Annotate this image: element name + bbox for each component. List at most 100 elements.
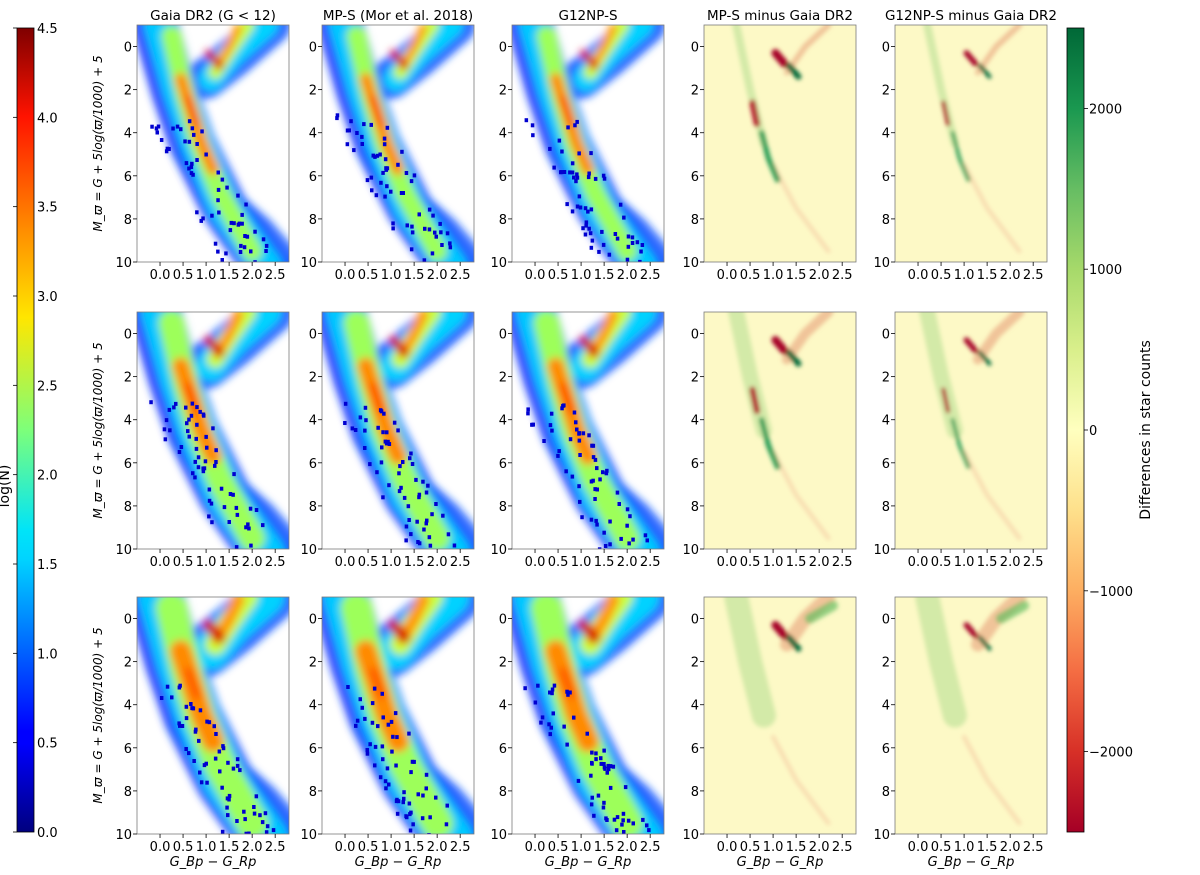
density-pixel xyxy=(231,766,236,771)
panel-r2-c2: 0 2 4 6 8 10 0.0 0.5 1.0 1.5 2.0 2.5 xyxy=(300,311,475,570)
panel-r2-c3: 0 2 4 6 8 10 0.0 0.5 1.0 1.5 2.0 2.5 xyxy=(490,311,665,570)
density-pixel xyxy=(583,206,588,211)
column-title: G12NP-S xyxy=(558,8,617,24)
x-tick-label: 2.0 xyxy=(617,268,638,283)
density-pixel xyxy=(231,492,235,497)
x-tick-label: 2.0 xyxy=(809,268,830,283)
density-pixel xyxy=(424,490,429,495)
density-pixel xyxy=(214,448,218,453)
density-pixel xyxy=(630,241,635,245)
density-pixel xyxy=(599,761,603,766)
y-tick-label: 4 xyxy=(499,414,507,429)
y-tick-label: 4 xyxy=(691,699,699,714)
x-axis-label: G_Bp − G_Rp xyxy=(545,855,632,870)
left-colorbar-ticks: 0.0 0.5 1.0 1.5 2.0 2.5 3.0 3.5 4.0 4.5 xyxy=(13,22,58,841)
y-tick-label: 6 xyxy=(882,457,890,472)
density-pixel xyxy=(584,223,588,228)
density-pixel xyxy=(409,810,413,815)
density-pixel xyxy=(219,486,224,491)
x-tick-label: 0.0 xyxy=(525,268,546,283)
density-pixel xyxy=(185,421,189,426)
density-pixel xyxy=(184,161,189,166)
density-pixel xyxy=(424,772,429,777)
density-band xyxy=(203,619,226,644)
density-pixel xyxy=(417,212,421,217)
density-pixel xyxy=(568,437,573,442)
density-band xyxy=(786,634,802,652)
density-pixel xyxy=(591,455,596,460)
density-pixel xyxy=(232,221,236,226)
density-pixel xyxy=(405,223,409,228)
panel-r3-c3: 0 2 4 6 8 10 0.0 0.5 1.0 1.5 2.0 2.5 G_Bp − G_Rp xyxy=(490,596,665,870)
density-pixel xyxy=(578,453,582,457)
density-pixel xyxy=(363,428,367,433)
density-pixel xyxy=(205,719,209,724)
density-pixel xyxy=(236,193,240,198)
y-tick-label: 2 xyxy=(691,84,699,99)
density-pixel xyxy=(409,532,413,537)
density-band xyxy=(771,621,789,640)
y-tick-label: 6 xyxy=(124,170,132,185)
density-pixel xyxy=(526,411,530,416)
density-pixel xyxy=(195,422,199,427)
x-tick-label: 2.0 xyxy=(1000,555,1021,570)
panel-r3-c5: 0 2 4 6 8 10 0.0 0.5 1.0 1.5 2.0 2.5 G_Bp − G_Rp xyxy=(873,596,1048,870)
density-band xyxy=(963,337,979,354)
difference-map xyxy=(724,597,838,826)
density-pixel xyxy=(640,243,645,247)
y-axis-label: M_ϖ = G + 5log(ϖ/1000) + 5 xyxy=(91,55,105,231)
density-band xyxy=(389,49,409,70)
y-tick-label: 8 xyxy=(309,213,317,228)
density-pixel xyxy=(381,495,385,500)
density-pixel xyxy=(575,427,579,432)
x-tick-label: 1.5 xyxy=(219,555,240,570)
density-pixel xyxy=(588,231,593,236)
density-pixel xyxy=(434,234,438,239)
density-pixel xyxy=(576,778,581,783)
density-pixel xyxy=(547,722,551,727)
y-tick-label: 6 xyxy=(499,457,507,472)
x-tick-label: 2.0 xyxy=(809,555,830,570)
y-tick-label: 4 xyxy=(124,414,132,429)
x-tick-label: 0.0 xyxy=(150,840,171,855)
y-tick-label: 8 xyxy=(124,785,132,800)
x-tick-label: 0.5 xyxy=(358,268,379,283)
density-pixel xyxy=(234,545,239,549)
difference-map xyxy=(732,25,832,254)
y-tick-label: 6 xyxy=(124,457,132,472)
density-pixel xyxy=(599,756,603,761)
density-band xyxy=(578,619,601,644)
density-pixel xyxy=(221,744,225,749)
density-pixel xyxy=(602,748,606,753)
density-pixel xyxy=(172,405,176,410)
y-tick-label: 2 xyxy=(309,371,317,386)
density-pixel xyxy=(247,526,251,531)
density-pixel xyxy=(358,415,363,420)
density-pixel xyxy=(264,249,268,253)
panel-r1-c1: 0 2 4 6 8 10 0.0 0.5 1.0 1.5 2.0 2.5 Gaia DR2 (G < 1… xyxy=(91,8,290,283)
density-pixel xyxy=(385,166,390,171)
density-pixel xyxy=(414,477,418,482)
y-tick-label: 0 xyxy=(882,328,890,343)
density-pixel xyxy=(607,252,612,257)
panel-frame xyxy=(703,24,857,263)
y-tick-label: 6 xyxy=(691,170,699,185)
x-tick-label: 1.0 xyxy=(571,840,592,855)
density-pixel xyxy=(566,125,570,130)
density-pixel xyxy=(409,451,413,456)
density-pixel xyxy=(531,422,535,427)
x-tick-label: 2.5 xyxy=(640,840,661,855)
density-pixel xyxy=(376,425,380,430)
density-pixel xyxy=(373,763,377,768)
density-pixel xyxy=(589,773,593,778)
density-band xyxy=(398,25,428,70)
density-pixel xyxy=(601,470,605,475)
density-pixel xyxy=(240,221,244,226)
density-pixel xyxy=(244,831,248,834)
column-title: MP-S (Mor et al. 2018) xyxy=(323,8,473,24)
y-tick-label: 2 xyxy=(882,371,890,386)
y-tick-label: 8 xyxy=(691,213,699,228)
density-pixel xyxy=(594,518,598,523)
density-pixel xyxy=(355,718,360,723)
y-tick-label: 4 xyxy=(124,127,132,142)
